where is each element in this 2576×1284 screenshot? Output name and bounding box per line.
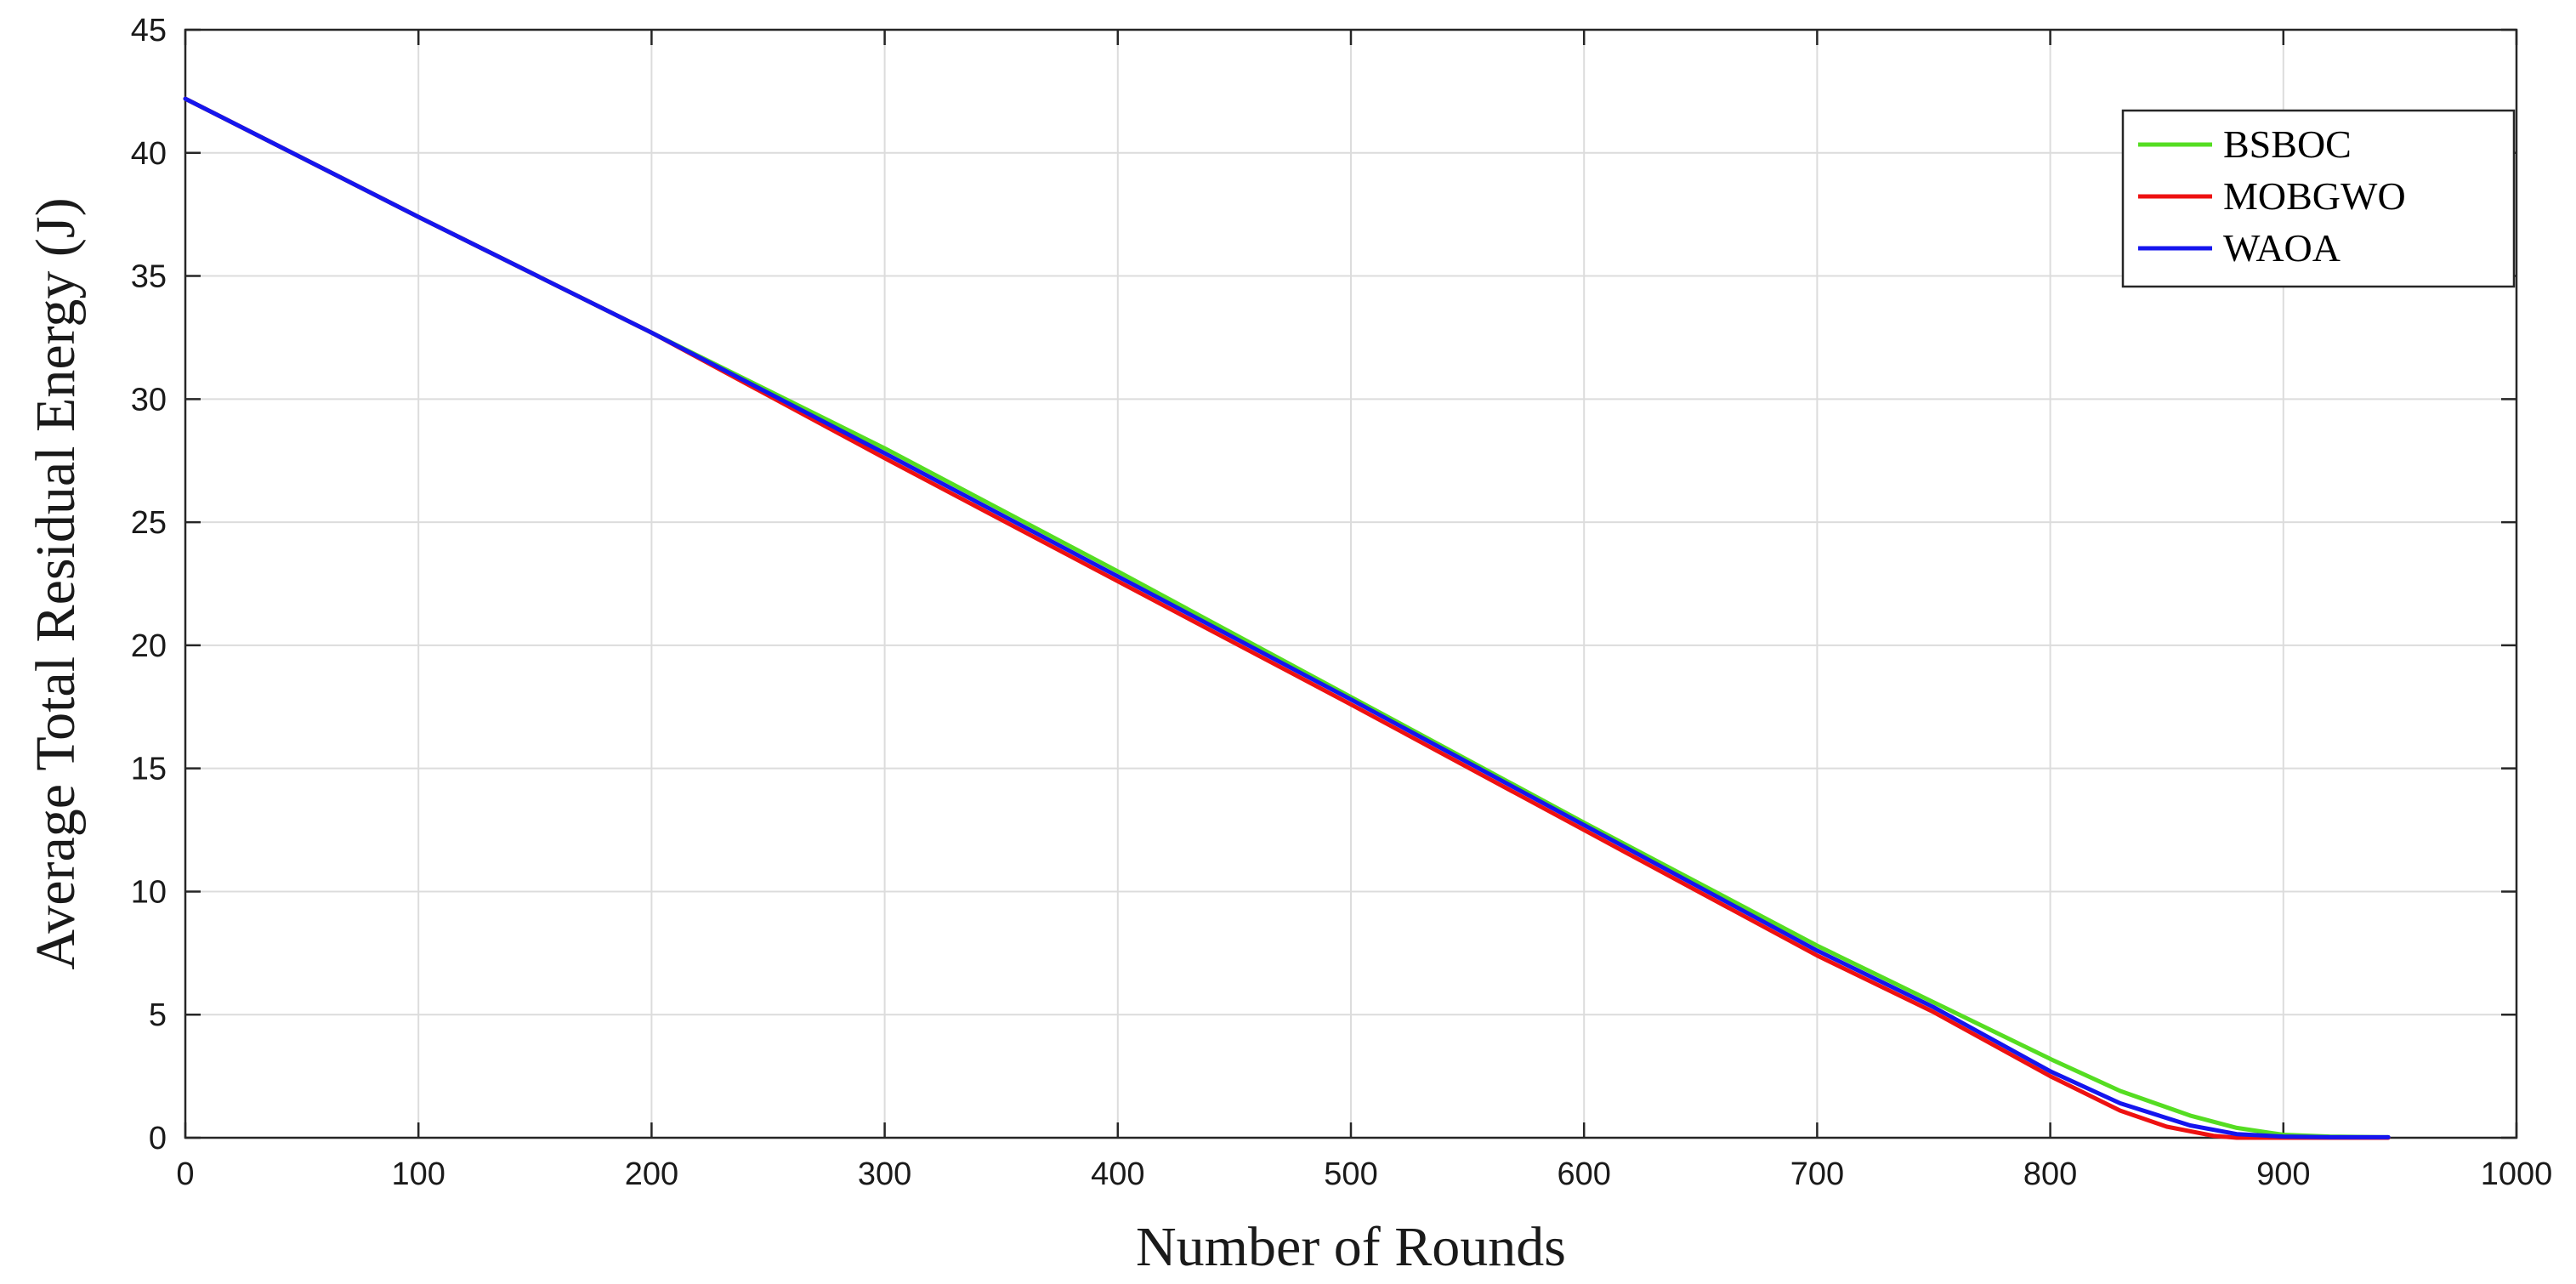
x-tick-label: 600 bbox=[1557, 1156, 1610, 1192]
x-tick-label: 100 bbox=[391, 1156, 445, 1192]
y-axis-title: Average Total Residual Energy (J) bbox=[25, 197, 87, 969]
y-tick-label: 15 bbox=[131, 752, 167, 787]
series-line-waoa bbox=[183, 96, 2391, 1139]
series-line-mobgwo bbox=[183, 96, 2391, 1140]
axes: 0 100 200 300 400 500 600 700 800 900 1000 0 5 10 15 20… bbox=[131, 13, 2553, 1192]
y-tick-label: 45 bbox=[131, 13, 167, 48]
grid bbox=[185, 30, 2516, 1138]
y-tick-label: 0 bbox=[149, 1121, 167, 1156]
x-axis-title: Number of Rounds bbox=[1136, 1216, 1566, 1278]
legend-label-mobgwo: MOBGWO bbox=[2223, 174, 2406, 218]
legend: BSBOC MOBGWO WAOA bbox=[2121, 109, 2516, 288]
x-tick-label: 0 bbox=[176, 1156, 194, 1192]
x-tick-label: 1000 bbox=[2481, 1156, 2553, 1192]
x-tick-label: 900 bbox=[2256, 1156, 2310, 1192]
x-tick-label: 500 bbox=[1324, 1156, 1377, 1192]
series-line-bsboc bbox=[183, 96, 2391, 1139]
y-tick-label: 35 bbox=[131, 259, 167, 295]
series-lines bbox=[183, 96, 2391, 1140]
legend-label-bsboc: BSBOC bbox=[2223, 122, 2352, 166]
y-tick-label: 10 bbox=[131, 874, 167, 910]
y-tick-label: 5 bbox=[149, 997, 167, 1033]
x-tick-label: 800 bbox=[2023, 1156, 2077, 1192]
y-tick-label: 25 bbox=[131, 505, 167, 541]
x-tick-label: 200 bbox=[625, 1156, 678, 1192]
x-tick-label: 700 bbox=[1790, 1156, 1844, 1192]
legend-label-waoa: WAOA bbox=[2223, 226, 2341, 270]
y-tick-label: 30 bbox=[131, 382, 167, 418]
x-tick-label: 400 bbox=[1091, 1156, 1144, 1192]
x-tick-label: 300 bbox=[858, 1156, 911, 1192]
y-tick-label: 20 bbox=[131, 628, 167, 664]
y-tick-label: 40 bbox=[131, 136, 167, 172]
